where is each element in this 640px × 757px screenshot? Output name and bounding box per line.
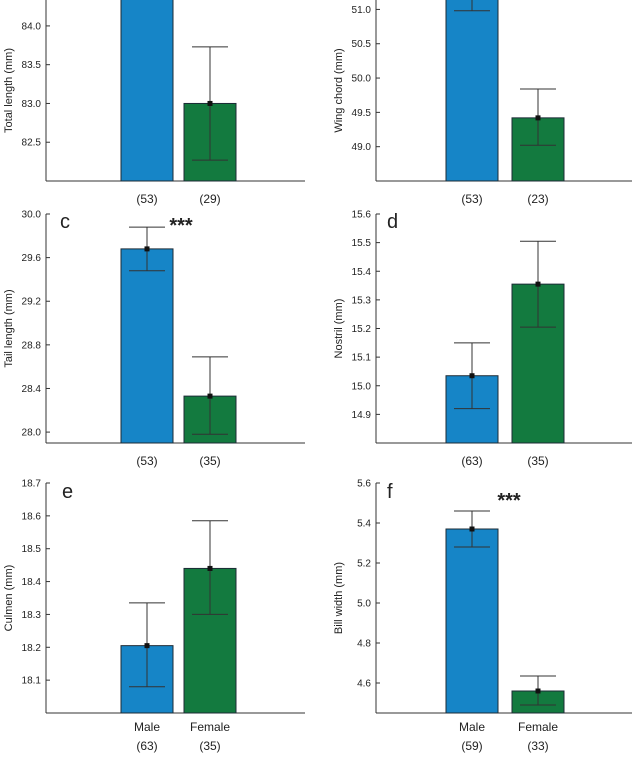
y-tick-label: 18.3 (22, 610, 42, 621)
panel-f: 4.6 4.8 5.0 5.2 5.4 5.6 Bill width (mm) Male (59… (333, 479, 632, 753)
sample-size-label: (53) (136, 192, 157, 206)
y-tick-label: 15.0 (352, 381, 372, 392)
bar-male (445, 528, 499, 714)
mean-marker (144, 246, 150, 252)
mean-marker (535, 115, 541, 121)
panel-e: 18.1 18.2 18.3 18.4 18.5 18.6 18.7 Culmen (mm) M… (3, 479, 305, 753)
y-tick-label: 14.9 (352, 410, 372, 421)
panel-letter: c (60, 211, 70, 233)
y-tick-label: 4.8 (357, 639, 371, 650)
panel-letter: f (387, 481, 393, 503)
y-tick-label: 83.0 (22, 99, 42, 110)
panel-letter: e (62, 481, 73, 503)
mean-marker (144, 643, 150, 649)
y-tick-label: 5.2 (357, 559, 371, 570)
panel-c: 28.0 28.4 28.8 29.2 29.6 30.0 Tail length (mm)… (3, 210, 305, 468)
y-tick-label: 28.0 (22, 428, 42, 439)
y-axis-label: Wing chord (mm) (333, 48, 345, 132)
y-tick-label: 29.2 (22, 297, 42, 308)
sample-size-label: (35) (199, 739, 220, 753)
mean-marker (207, 565, 213, 571)
y-axis-label: Bill width (mm) (333, 562, 345, 634)
y-tick-label: 5.4 (357, 519, 371, 530)
mean-marker (535, 688, 541, 694)
y-tick-label: 29.6 (22, 253, 42, 264)
y-tick-label: 18.7 (22, 479, 42, 490)
y-tick-label: 15.3 (352, 295, 372, 306)
y-tick-label: 51.0 (352, 5, 372, 16)
mean-marker (469, 526, 475, 532)
sample-size-label: (23) (527, 192, 548, 206)
bar-male (120, 248, 174, 444)
sample-size-label: (53) (461, 192, 482, 206)
y-tick-label: 82.5 (22, 138, 42, 149)
mean-marker (207, 393, 213, 399)
y-tick-label: 30.0 (22, 210, 42, 221)
mean-marker (469, 373, 475, 379)
y-tick-label: 5.0 (357, 599, 371, 610)
sample-size-label: (29) (199, 192, 220, 206)
sample-size-label: (63) (136, 739, 157, 753)
significance-stars: *** (497, 490, 521, 512)
y-axis-label: Total length (mm) (3, 48, 15, 133)
y-tick-label: 49.5 (352, 108, 372, 119)
y-tick-label: 50.5 (352, 39, 372, 50)
y-tick-label: 49.0 (352, 142, 372, 153)
y-tick-label: 28.8 (22, 340, 42, 351)
panel-b: 49.0 49.5 50.0 50.5 51.0 Wing chord (mm) (53) (… (333, 0, 632, 206)
bar-male (445, 0, 499, 182)
y-tick-label: 15.1 (352, 353, 372, 364)
category-label: Male (459, 720, 485, 734)
mean-marker (207, 100, 213, 106)
panel-letter: d (387, 211, 398, 233)
sample-size-label: (53) (136, 454, 157, 468)
y-tick-label: 50.0 (352, 74, 372, 85)
y-tick-label: 84.0 (22, 21, 42, 32)
sample-size-label: (35) (527, 454, 548, 468)
y-axis-label: Nostril (mm) (333, 299, 345, 359)
sample-size-label: (63) (461, 454, 482, 468)
sample-size-label: (59) (461, 739, 482, 753)
y-tick-label: 83.5 (22, 60, 42, 71)
y-tick-label: 18.6 (22, 511, 42, 522)
y-tick-label: 5.6 (357, 479, 371, 490)
sample-size-label: (35) (199, 454, 220, 468)
panel-a: 82.5 83.0 83.5 84.0 Total length (mm) (53) (29… (3, 0, 305, 206)
y-tick-label: 18.1 (22, 676, 42, 687)
panel-d: 14.9 15.0 15.1 15.2 15.3 15.4 15.5 15.6 Nostril … (333, 210, 632, 468)
category-label: Female (518, 720, 558, 734)
sample-size-label: (33) (527, 739, 548, 753)
y-tick-label: 28.4 (22, 384, 42, 395)
y-tick-label: 18.2 (22, 643, 42, 654)
y-tick-label: 15.5 (352, 238, 372, 249)
y-tick-label: 4.6 (357, 679, 371, 690)
mean-marker (535, 281, 541, 287)
y-tick-label: 18.4 (22, 577, 42, 588)
y-tick-label: 18.5 (22, 544, 42, 555)
y-tick-label: 15.2 (352, 324, 372, 335)
significance-stars: *** (169, 215, 193, 237)
bar-male (120, 0, 174, 182)
category-label: Female (190, 720, 230, 734)
category-label: Male (134, 720, 160, 734)
y-tick-label: 15.6 (352, 210, 372, 221)
y-axis-label: Culmen (mm) (3, 565, 15, 632)
y-tick-label: 15.4 (352, 267, 372, 278)
y-axis-label: Tail length (mm) (3, 289, 15, 367)
